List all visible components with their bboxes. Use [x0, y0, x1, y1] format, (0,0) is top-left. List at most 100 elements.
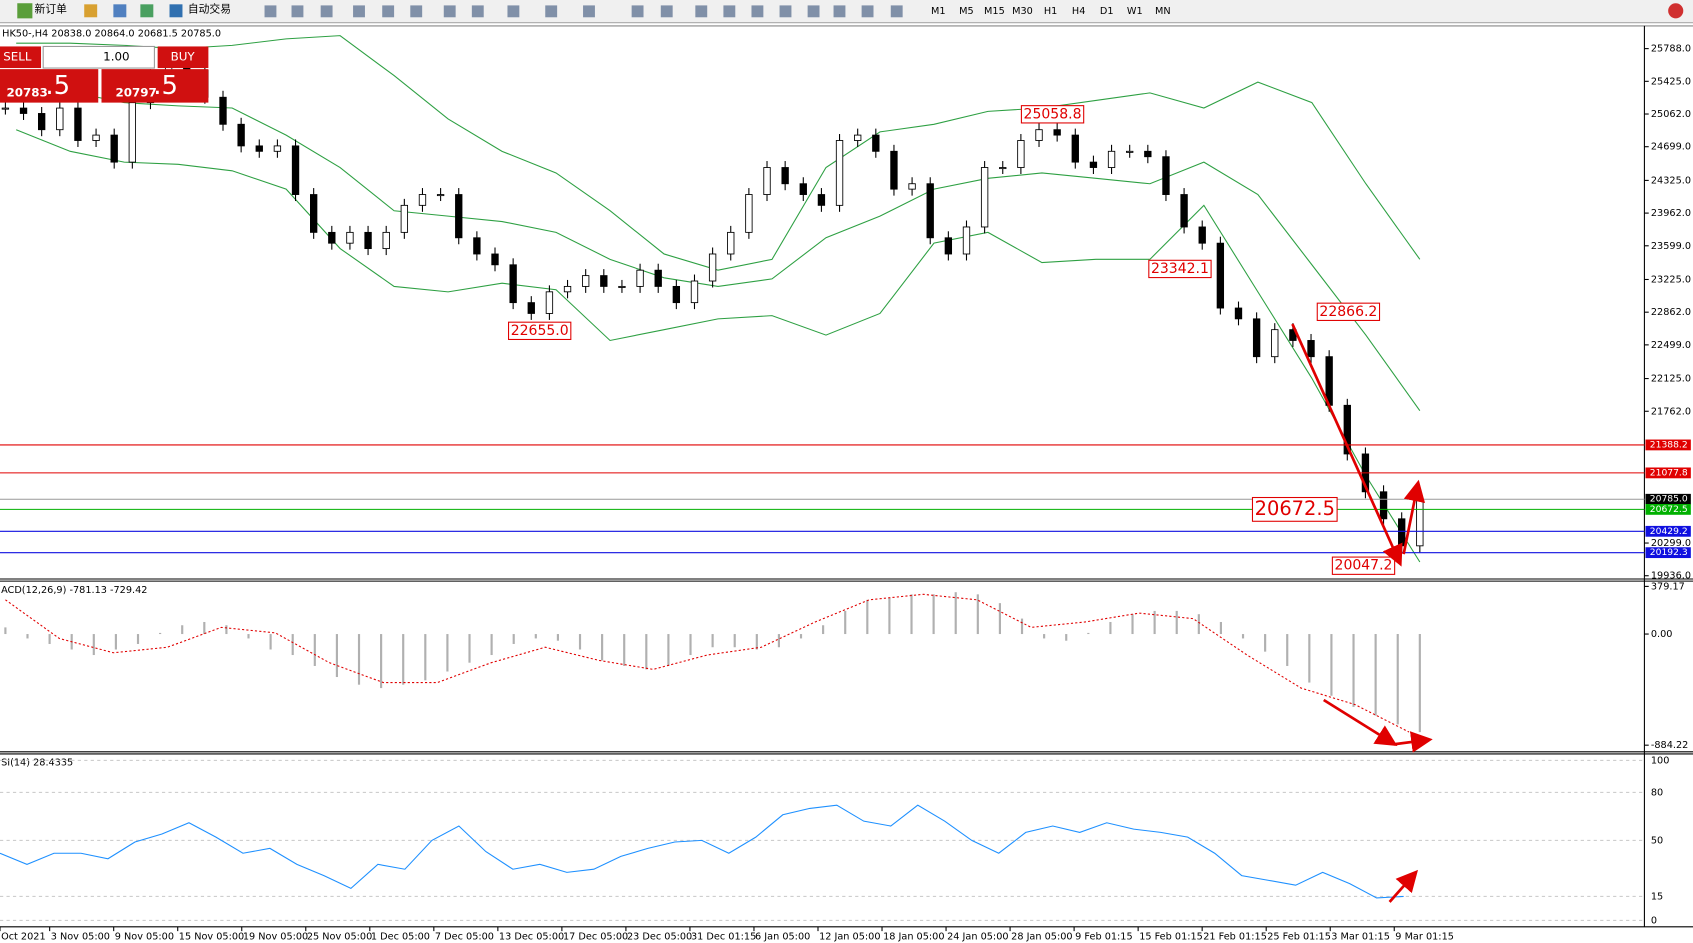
y-tick-label: -884.22 [1651, 740, 1688, 751]
candle [854, 134, 862, 141]
candle [926, 183, 934, 239]
toolbar-icon[interactable] [660, 5, 673, 18]
timeframe-button[interactable]: M30 [1012, 6, 1033, 17]
icon[interactable] [84, 4, 98, 18]
annotation-box [1020, 105, 1085, 124]
lots-input[interactable] [42, 45, 155, 69]
candle [672, 285, 681, 304]
x-tick-label: 3 Nov 05:00 [51, 932, 110, 943]
candle [255, 145, 263, 152]
toolbar-icon[interactable] [291, 5, 304, 18]
timeframe-button[interactable]: W1 [1127, 6, 1143, 17]
candle [291, 145, 300, 195]
price-level-label: 20785.0 [1650, 494, 1688, 505]
toolbar-icon[interactable] [507, 5, 520, 18]
timeframe-button[interactable]: H1 [1044, 6, 1057, 17]
candle [690, 280, 699, 304]
auto-trading-button[interactable]: 自动交易 [188, 3, 231, 16]
alert-badge[interactable] [1668, 3, 1684, 19]
annotation: 25058.8 [1024, 106, 1082, 122]
candle [1126, 150, 1134, 153]
timeframe-button[interactable]: MN [1155, 6, 1171, 17]
candle [527, 302, 535, 314]
x-tick-label: 9 Mar 01:15 [1395, 932, 1454, 943]
timeframe-button[interactable]: H4 [1072, 6, 1085, 17]
ask-box[interactable] [101, 69, 209, 103]
y-tick-label: 21762.0 [1651, 406, 1691, 417]
y-tick-label: 100 [1651, 755, 1670, 766]
toolbar-icon[interactable] [807, 5, 820, 18]
candle [763, 167, 771, 195]
y-tick-label: 50 [1651, 835, 1663, 846]
candle [74, 107, 82, 141]
x-tick-label: 17 Dec 05:00 [563, 932, 628, 943]
price-level-tag [1645, 439, 1691, 451]
candle [1416, 498, 1424, 547]
toolbar-icon[interactable] [545, 5, 558, 18]
toolbar-icon[interactable] [471, 5, 484, 18]
ask-fraction[interactable]: .5 [153, 71, 178, 101]
candle [310, 194, 318, 233]
candle [1271, 329, 1279, 358]
candle [1071, 134, 1079, 163]
macd-signal [5, 593, 1410, 733]
rsi-line [0, 804, 1404, 899]
candle [1252, 318, 1261, 358]
candle [872, 134, 880, 152]
toolbar-icon[interactable] [861, 5, 874, 18]
x-tick-label: 25 Feb 01:15 [1267, 932, 1331, 943]
toolbar-icon[interactable] [410, 5, 423, 18]
price-level-label: 20672.5 [1650, 504, 1688, 515]
toolbar-icon[interactable] [353, 5, 365, 18]
lots-value[interactable]: 1.00 [103, 50, 129, 64]
timeframe-button[interactable]: D1 [1100, 6, 1114, 17]
new-order-icon[interactable] [17, 3, 33, 19]
candle [908, 183, 916, 190]
toolbar-icon[interactable] [833, 5, 846, 18]
y-tick-label: 80 [1651, 787, 1663, 798]
annotation: 22655.0 [511, 323, 569, 339]
toolbar-icon[interactable] [320, 5, 333, 18]
sell-label[interactable]: SELL [3, 50, 32, 64]
x-tick-label: 13 Dec 05:00 [499, 932, 564, 943]
candle [1162, 156, 1170, 195]
toolbar-icon[interactable] [631, 5, 644, 18]
bid-fraction[interactable]: .5 [45, 71, 70, 101]
new-order-button[interactable]: 新订单 [35, 3, 68, 16]
toolbar [0, 0, 1693, 23]
bid-box[interactable] [0, 69, 99, 103]
ask-price[interactable]: 20797 [116, 85, 157, 99]
candle [1343, 404, 1351, 455]
price-level-tag [1645, 525, 1691, 537]
toolbar-icon[interactable] [264, 5, 277, 18]
candle [999, 167, 1007, 170]
x-tick-label: 18 Jan 05:00 [883, 932, 944, 943]
toolbar-icon[interactable] [751, 5, 764, 18]
candle [1107, 150, 1116, 168]
icon[interactable] [113, 4, 127, 18]
buy-label[interactable]: BUY [171, 50, 196, 64]
candle [56, 107, 64, 131]
timeframe-button[interactable]: M1 [931, 6, 946, 17]
toolbar-icon[interactable] [723, 5, 736, 18]
icon[interactable] [140, 4, 154, 18]
x-tick-label: 1 Dec 05:00 [371, 932, 430, 943]
candle [1379, 491, 1388, 520]
candle [980, 167, 989, 228]
candle [600, 275, 608, 287]
toolbar-icon[interactable] [890, 5, 903, 18]
buy-button[interactable] [157, 46, 209, 69]
timeframe-button[interactable]: M15 [984, 6, 1005, 17]
toolbar-icon[interactable] [443, 5, 456, 18]
sell-button[interactable] [0, 46, 42, 69]
toolbar-icon[interactable] [779, 5, 792, 18]
toolbar-icon[interactable] [695, 5, 708, 18]
candle [835, 140, 844, 206]
auto-trading-icon[interactable] [169, 4, 183, 18]
candle [1053, 129, 1061, 136]
timeframe-button[interactable]: M5 [959, 6, 974, 17]
toolbar-icon[interactable] [382, 5, 395, 18]
y-tick-label: 20299.0 [1651, 538, 1691, 549]
toolbar-icon[interactable] [583, 5, 595, 18]
bid-price[interactable]: 20783 [6, 85, 47, 99]
